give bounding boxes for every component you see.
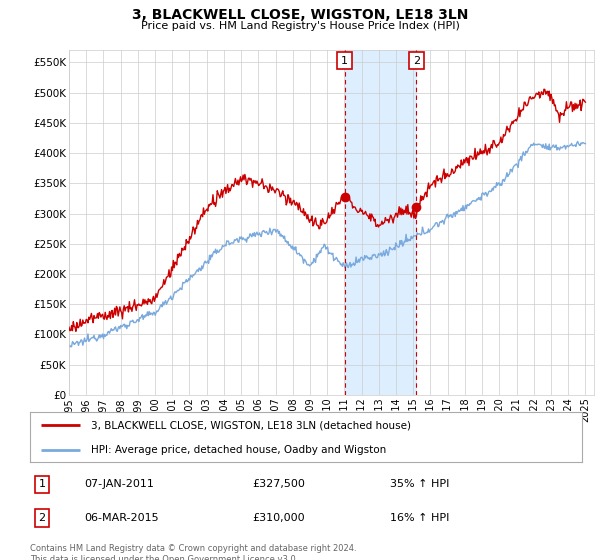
Text: Price paid vs. HM Land Registry's House Price Index (HPI): Price paid vs. HM Land Registry's House … xyxy=(140,21,460,31)
Text: 2: 2 xyxy=(413,55,420,66)
Text: £327,500: £327,500 xyxy=(252,479,305,489)
Text: 06-MAR-2015: 06-MAR-2015 xyxy=(84,513,158,523)
Text: Contains HM Land Registry data © Crown copyright and database right 2024.
This d: Contains HM Land Registry data © Crown c… xyxy=(30,544,356,560)
Text: 2: 2 xyxy=(38,513,46,523)
Text: £310,000: £310,000 xyxy=(252,513,305,523)
Text: 16% ↑ HPI: 16% ↑ HPI xyxy=(390,513,449,523)
Text: 3, BLACKWELL CLOSE, WIGSTON, LE18 3LN: 3, BLACKWELL CLOSE, WIGSTON, LE18 3LN xyxy=(132,8,468,22)
Text: 1: 1 xyxy=(341,55,348,66)
Text: HPI: Average price, detached house, Oadby and Wigston: HPI: Average price, detached house, Oadb… xyxy=(91,445,386,455)
Text: 07-JAN-2011: 07-JAN-2011 xyxy=(84,479,154,489)
Bar xyxy=(345,50,416,395)
Text: 35% ↑ HPI: 35% ↑ HPI xyxy=(390,479,449,489)
Text: 1: 1 xyxy=(38,479,46,489)
Text: 3, BLACKWELL CLOSE, WIGSTON, LE18 3LN (detached house): 3, BLACKWELL CLOSE, WIGSTON, LE18 3LN (d… xyxy=(91,420,411,430)
